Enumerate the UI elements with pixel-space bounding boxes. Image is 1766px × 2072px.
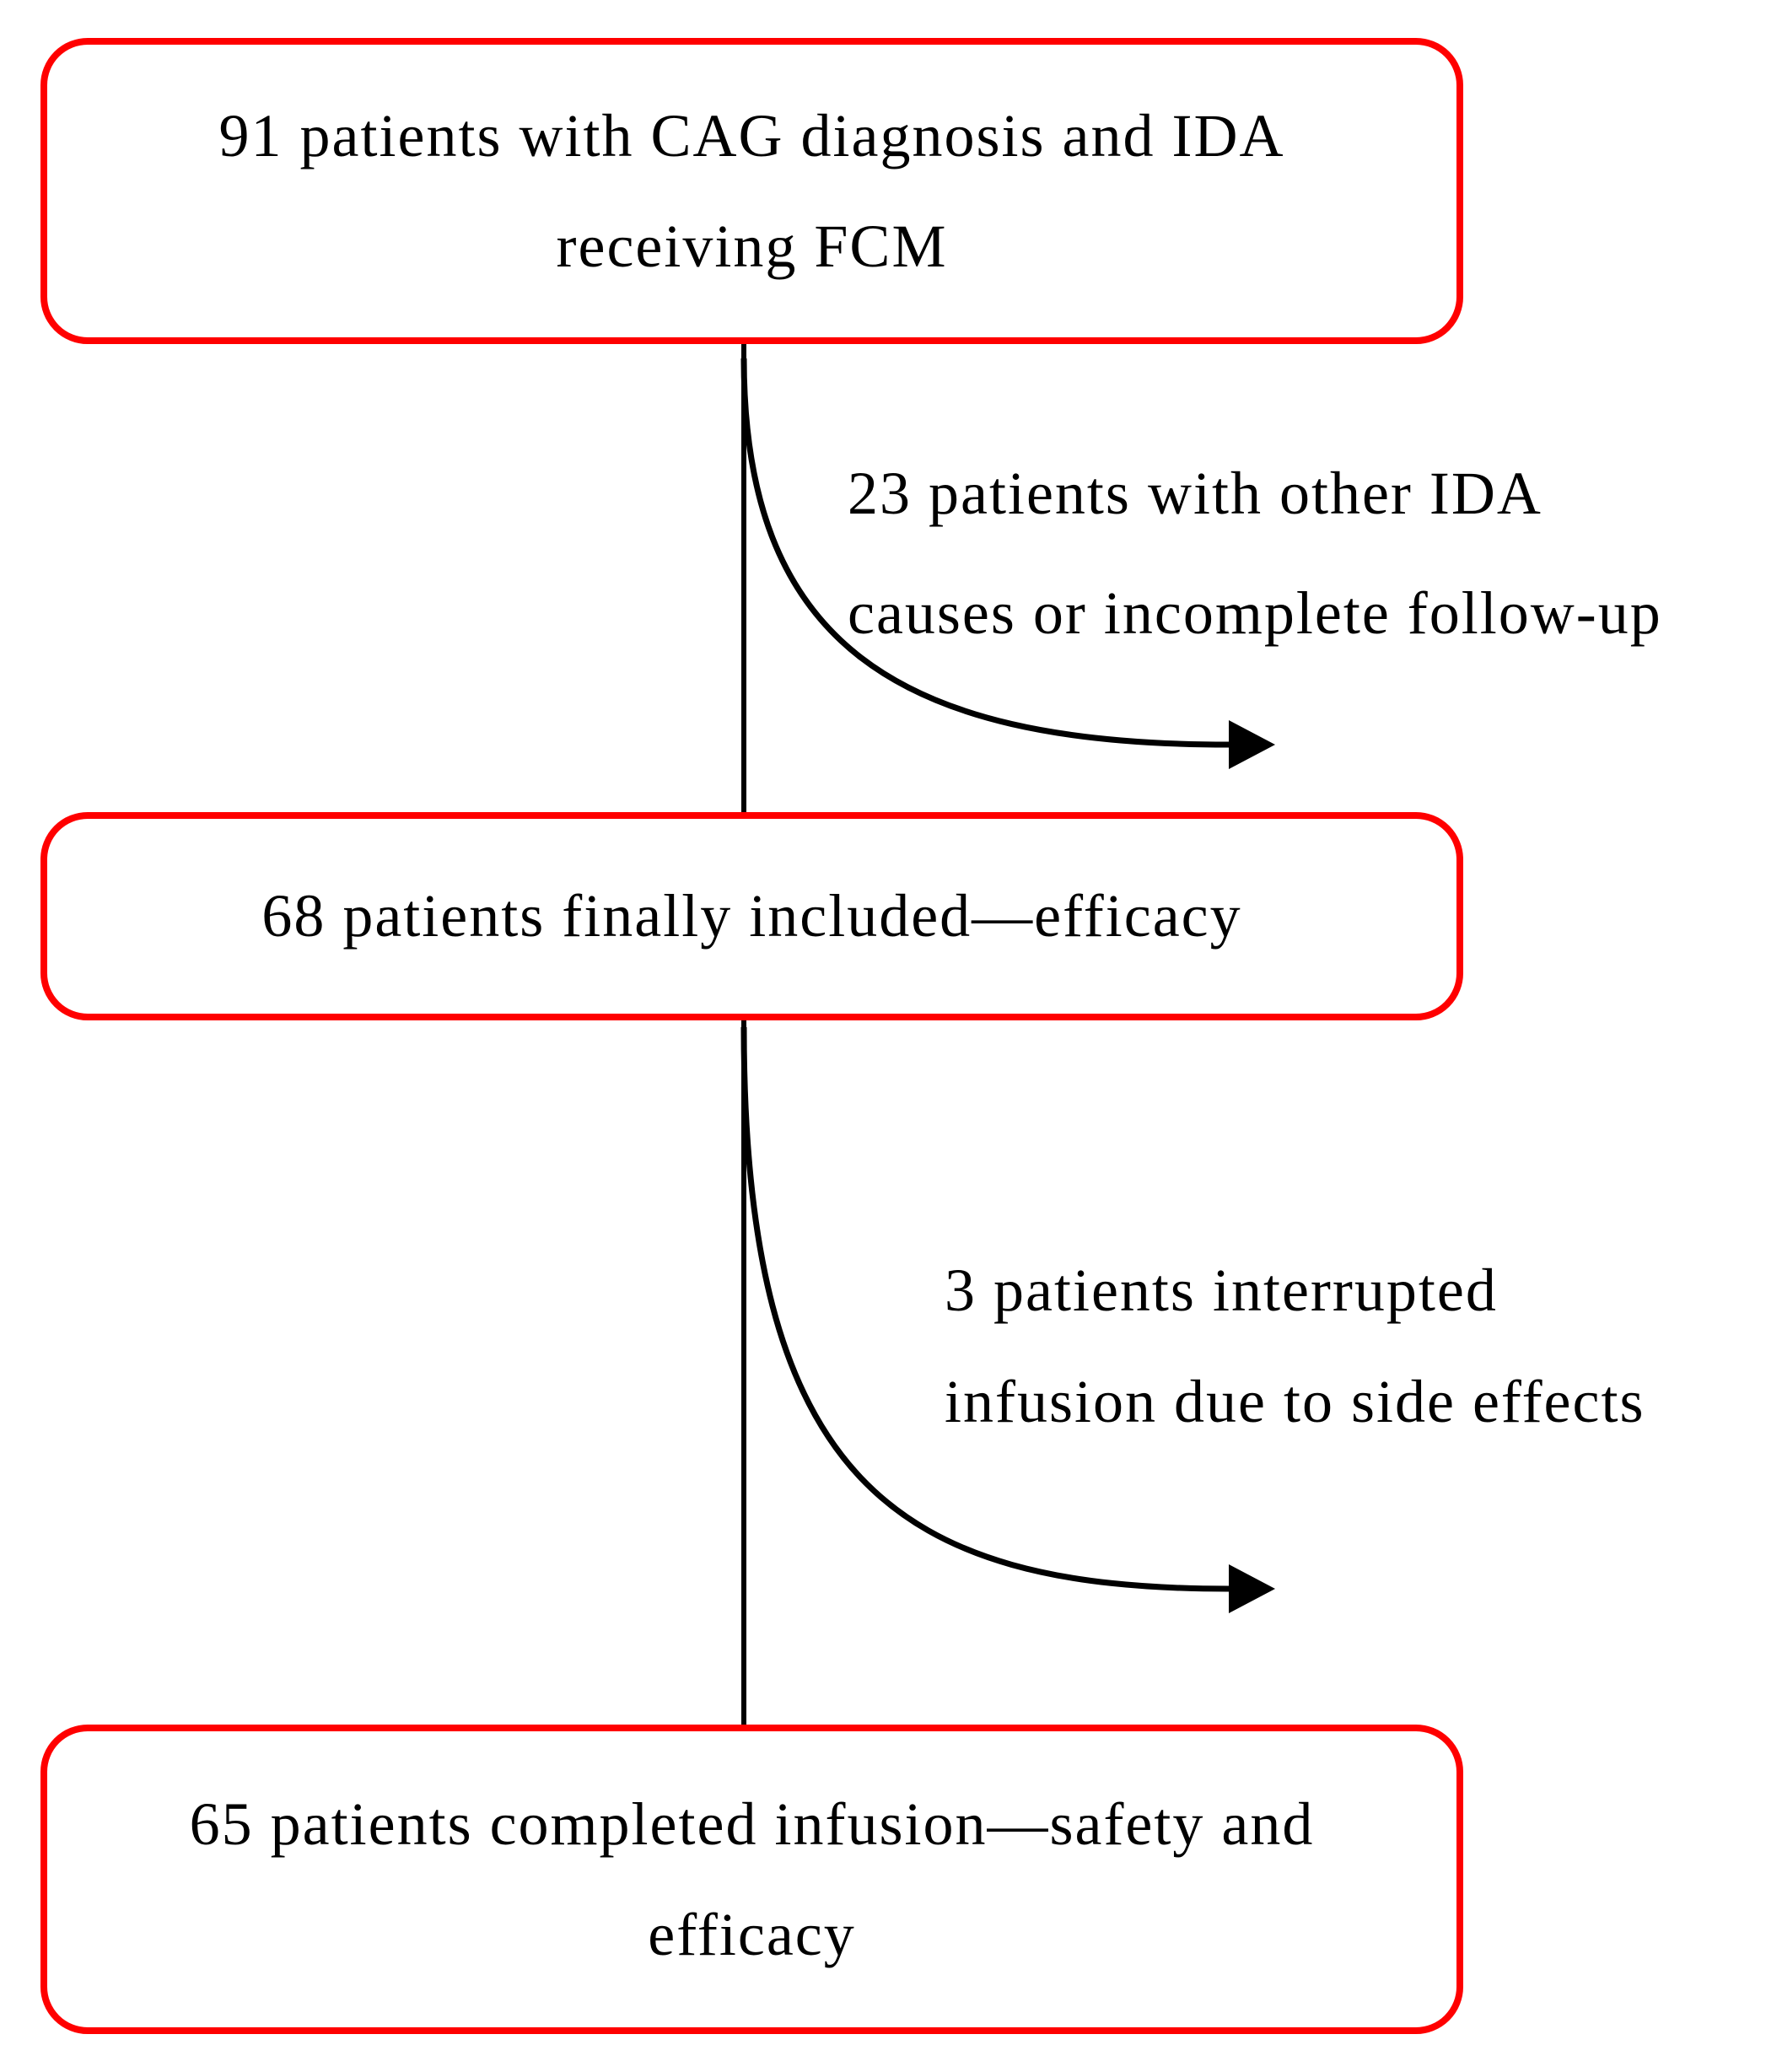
box-included-line1: 68 patients finally included—efficacy: [261, 882, 1242, 950]
exclusion-arrow-2-head: [1229, 1564, 1275, 1613]
exclusion-arrow-1-head: [1229, 720, 1275, 769]
box-completed-line1: 65 patients completed infusion—safety an…: [189, 1789, 1315, 1858]
box-included: 68 patients finally included—efficacy: [40, 812, 1463, 1020]
exclusion-label-1: 23 patients with other IDA causes or inc…: [848, 433, 1662, 673]
box-enrolled-line2: receiving FCM: [556, 212, 948, 280]
exclusion-label-2: 3 patients interrupted infusion due to s…: [945, 1235, 1645, 1457]
box-completed-line2: efficacy: [648, 1900, 856, 1968]
exclusion-label-1-line2: causes or incomplete follow-up: [848, 579, 1662, 647]
box-completed: 65 patients completed infusion—safety an…: [40, 1725, 1463, 2034]
exclusion-label-1-line1: 23 patients with other IDA: [848, 460, 1543, 527]
exclusion-label-2-line2: infusion due to side effects: [945, 1368, 1645, 1435]
exclusion-arrow-2-curve: [740, 1026, 1230, 1592]
exclusion-arrow-1-curve: [740, 358, 1230, 748]
box-enrolled: 91 patients with CAG diagnosis and IDA r…: [40, 38, 1463, 344]
box-enrolled-line1: 91 patients with CAG diagnosis and IDA: [218, 101, 1285, 170]
exclusion-label-2-line1: 3 patients interrupted: [945, 1257, 1498, 1324]
